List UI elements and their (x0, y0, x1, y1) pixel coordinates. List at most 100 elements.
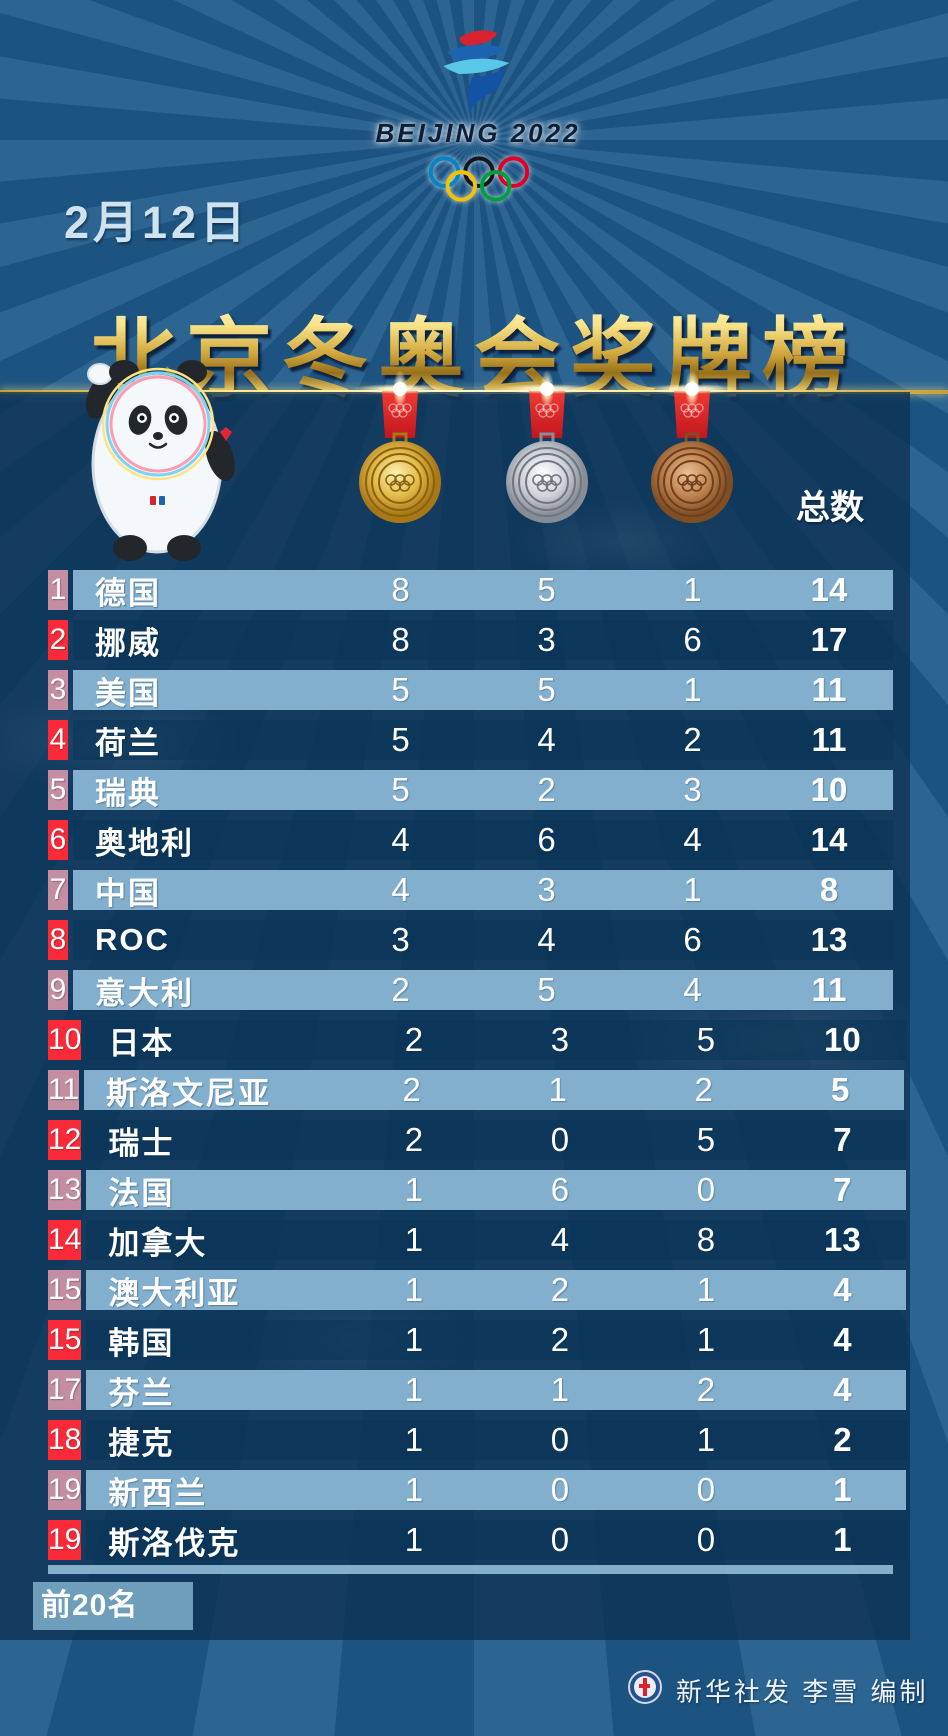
total-count: 4 (833, 1321, 852, 1358)
gold-count: 1 (404, 1171, 424, 1208)
row-band: 日本 2 3 5 10 (86, 1020, 907, 1061)
country-name: 德国 (95, 575, 161, 611)
country-name: 中国 (95, 875, 161, 911)
gold-count: 2 (404, 1021, 424, 1058)
bronze-count: 5 (696, 1121, 716, 1158)
country-name: 瑞士 (108, 1125, 175, 1161)
rank-badge: 14 (48, 1220, 82, 1260)
total-count: 13 (810, 921, 848, 958)
row-band: 加拿大 1 4 8 13 (86, 1220, 907, 1261)
row-band: 美国 5 5 1 11 (73, 670, 893, 711)
total-count: 17 (810, 621, 848, 658)
rank-badge: 19 (48, 1470, 82, 1510)
gold-count: 1 (404, 1221, 424, 1258)
country-name: 新西兰 (108, 1475, 208, 1511)
table-row: 3 美国 5 5 1 11 (48, 670, 893, 711)
bronze-count: 1 (696, 1271, 716, 1308)
gold-count: 1 (404, 1421, 424, 1458)
total-count: 8 (819, 871, 839, 908)
row-band: 芬兰 1 1 2 4 (86, 1370, 907, 1411)
silver-count: 4 (537, 721, 556, 758)
table-row: 18 捷克 1 0 1 2 (48, 1420, 907, 1461)
credit-row: 新华社发 李雪 编制 (0, 1668, 948, 1708)
table-row: 19 斯洛伐克 1 0 0 1 (48, 1520, 907, 1561)
bronze-count: 6 (683, 921, 702, 958)
gold-count: 1 (404, 1471, 424, 1508)
bing-dwen-dwen-mascot-icon (85, 360, 235, 561)
credit-text: 新华社发 李雪 编制 (676, 1677, 929, 1707)
silver-count: 4 (550, 1221, 570, 1258)
table-row: 10 日本 2 3 5 10 (48, 1020, 907, 1061)
total-count: 14 (810, 571, 848, 608)
rank-badge: 15 (48, 1320, 82, 1360)
silver-count: 5 (537, 971, 556, 1008)
country-name: 澳大利亚 (108, 1275, 241, 1311)
rank-badge: 10 (48, 1020, 82, 1060)
table-row: 1 德国 8 5 1 14 (48, 570, 893, 611)
total-count: 10 (810, 771, 848, 808)
silver-count: 1 (548, 1071, 567, 1108)
table-row: 7 中国 4 3 1 8 (48, 870, 893, 911)
total-count: 11 (811, 721, 847, 758)
rank-badge: 15 (48, 1270, 82, 1310)
row-band: 挪威 8 3 6 17 (73, 620, 893, 661)
silver-count: 1 (550, 1371, 570, 1408)
bronze-count: 1 (696, 1421, 716, 1458)
silver-count: 5 (537, 571, 556, 608)
gold-count: 1 (404, 1371, 424, 1408)
total-count: 13 (824, 1221, 861, 1258)
total-count: 14 (810, 821, 848, 858)
silver-count: 6 (537, 821, 556, 858)
bronze-count: 1 (683, 871, 702, 908)
rank-badge: 7 (48, 870, 68, 910)
table-row: 17 芬兰 1 1 2 4 (48, 1370, 907, 1411)
country-name: 加拿大 (108, 1225, 208, 1261)
row-band: 新西兰 1 0 0 1 (86, 1470, 907, 1511)
silver-count: 2 (537, 771, 556, 808)
row-band: 瑞典 5 2 3 10 (73, 770, 893, 811)
medal-table-body: 1 德国 8 5 1 14 2 挪威 8 3 6 17 3 美国 5 5 (48, 570, 907, 1570)
total-count: 10 (824, 1021, 861, 1058)
silver-count: 3 (550, 1021, 570, 1058)
silver-count: 0 (550, 1471, 570, 1508)
bronze-count: 0 (696, 1171, 716, 1208)
gold-count: 2 (402, 1071, 421, 1108)
country-name: 捷克 (108, 1425, 175, 1461)
row-band: 奥地利 4 6 4 14 (73, 820, 893, 861)
gold-count: 8 (391, 621, 410, 658)
gold-count: 3 (391, 921, 410, 958)
country-name: 荷兰 (95, 725, 161, 761)
bronze-count: 1 (683, 571, 702, 608)
row-band: 瑞士 2 0 5 7 (86, 1120, 907, 1161)
bronze-count: 1 (696, 1321, 716, 1358)
row-band: 中国 4 3 1 8 (73, 870, 893, 911)
bronze-count: 5 (696, 1021, 716, 1058)
rank-badge: 9 (48, 970, 68, 1010)
gold-count: 1 (404, 1521, 424, 1558)
gold-medal-icon (352, 370, 448, 523)
table-row: 8 ROC 3 4 6 13 (48, 920, 893, 960)
gold-count: 4 (391, 871, 410, 908)
row-band: ROC 3 4 6 13 (73, 920, 893, 960)
row-band: 澳大利亚 1 2 1 4 (86, 1270, 907, 1311)
bronze-count: 4 (683, 821, 702, 858)
rank-badge: 4 (48, 720, 68, 760)
rank-badge: 12 (48, 1120, 82, 1160)
country-name: 意大利 (95, 975, 194, 1011)
gold-count: 5 (391, 671, 410, 708)
silver-medal-icon (499, 370, 595, 523)
silver-count: 4 (537, 921, 556, 958)
table-row: 15 澳大利亚 1 2 1 4 (48, 1270, 907, 1311)
gold-count: 8 (391, 571, 410, 608)
gold-count: 1 (404, 1271, 424, 1308)
total-count: 7 (833, 1121, 852, 1158)
table-row: 13 法国 1 6 0 7 (48, 1170, 907, 1211)
beijing-2022-wordmark: BEIJING 2022 (375, 118, 581, 148)
bronze-count: 2 (683, 721, 702, 758)
gold-count: 1 (404, 1321, 424, 1358)
total-count: 2 (833, 1421, 852, 1458)
total-column-header: 总数 (796, 489, 864, 527)
bronze-count: 2 (694, 1071, 713, 1108)
beijing-2022-emblem-icon (443, 30, 510, 112)
